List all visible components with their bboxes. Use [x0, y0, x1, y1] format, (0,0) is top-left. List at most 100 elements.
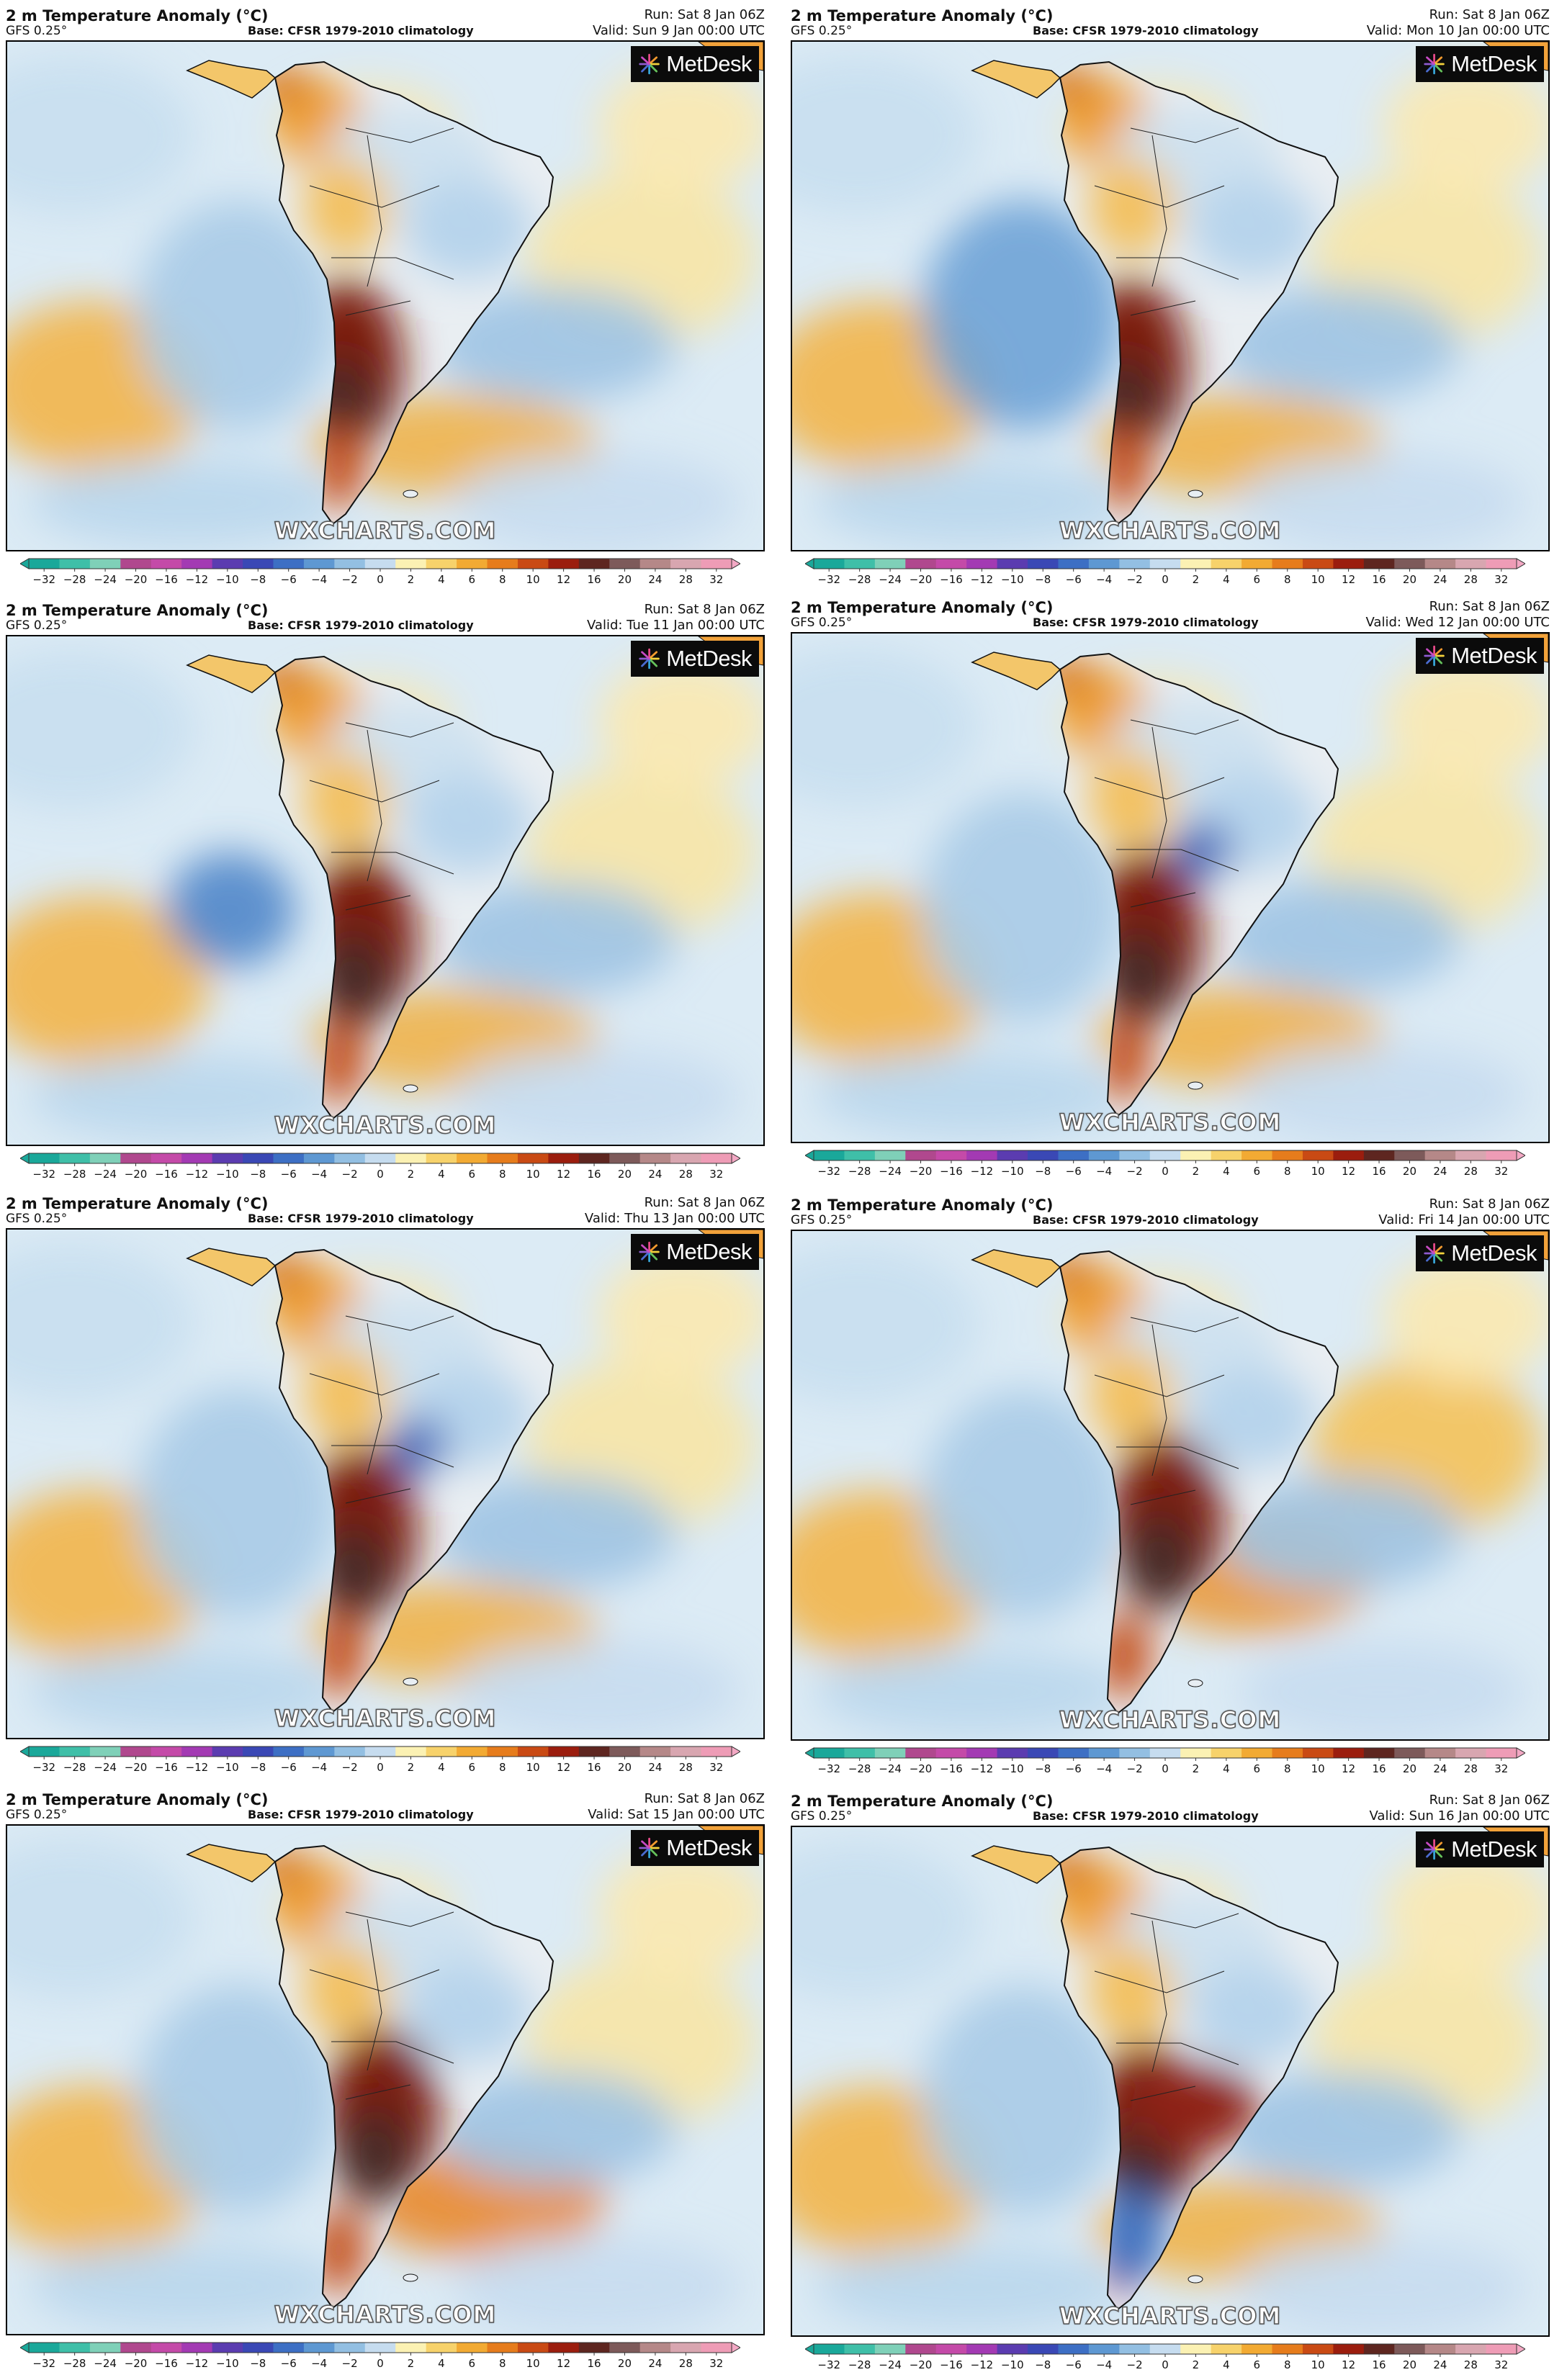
south-america-coastline: [1059, 1846, 1339, 2311]
valid-time-label: Valid: Sun 16 Jan 00:00 UTC: [1369, 1808, 1550, 1824]
country-border: [331, 1445, 454, 1468]
colorbar-tick-label: 24: [1433, 573, 1447, 586]
metdesk-logo-text: MetDesk: [666, 646, 752, 671]
colorbar-tick-label: 10: [526, 1168, 540, 1181]
valid-time-label: Valid: Tue 11 Jan 00:00 UTC: [587, 618, 765, 633]
ocean-anomaly-field: [7, 651, 763, 1145]
run-label: Run: Sat 8 Jan 06Z: [644, 7, 765, 22]
anomaly-map[interactable]: MetDesk WXCHARTS.COM: [6, 40, 765, 551]
colorbar-tick-label: 28: [679, 1761, 693, 1774]
colorbar-swatch: [151, 1746, 182, 1757]
ocean-anomaly-patch: [792, 1842, 979, 2000]
model-label: GFS 0.25°: [791, 1213, 853, 1227]
anomaly-map[interactable]: MetDesk WXCHARTS.COM: [6, 1228, 765, 1739]
anomaly-map[interactable]: MetDesk WXCHARTS.COM: [6, 1824, 765, 2335]
colorbar-arrow-right: [1516, 558, 1525, 569]
ocean-anomaly-patch: [1239, 1044, 1527, 1142]
colorbar-tick-label: −8: [250, 573, 266, 586]
colorbar-tick-label: 10: [1311, 573, 1325, 586]
colorbar-swatch: [1119, 1748, 1151, 1758]
colorbar-tick-label: −12: [186, 2357, 209, 2370]
wxcharts-watermark: WXCHARTS.COM: [274, 1111, 497, 1140]
colorbar-swatch: [548, 1746, 580, 1757]
colorbar-swatch: [1363, 559, 1395, 569]
central-america-coastline: [186, 654, 277, 693]
colorbar-tick-label: 8: [1284, 1165, 1291, 1178]
colorbar-swatch: [844, 1748, 876, 1758]
colorbar-swatch: [578, 1746, 610, 1757]
panel-title: 2 m Temperature Anomaly (°C): [791, 1793, 1054, 1810]
anomaly-map[interactable]: MetDesk WXCHARTS.COM: [791, 632, 1550, 1143]
colorbar-tick-label: −6: [281, 1168, 297, 1181]
anomaly-map[interactable]: MetDesk WXCHARTS.COM: [791, 40, 1550, 551]
colorbar-swatch: [212, 1153, 243, 1163]
colorbar-swatch: [273, 2343, 305, 2353]
colorbar-swatch: [1088, 2344, 1120, 2354]
ocean-anomaly-patch: [814, 1051, 1131, 1137]
anomaly-map[interactable]: MetDesk WXCHARTS.COM: [791, 1230, 1550, 1741]
metdesk-starburst-icon: [639, 648, 660, 670]
south-america-coastline: [274, 1248, 554, 1713]
central-america-coastline: [186, 60, 277, 99]
climatology-base-label: Base: CFSR 1979-2010 climatology: [1033, 24, 1259, 37]
colorbar-swatch: [364, 559, 396, 569]
colorbar-swatch: [334, 1153, 366, 1163]
colorbar-swatch: [609, 2343, 641, 2353]
ocean-anomaly-patch: [814, 1649, 1131, 1735]
colorbar-tick-label: 8: [1284, 573, 1291, 586]
land-blobs: [275, 1847, 533, 2294]
central-america-coastline: [971, 1249, 1061, 1288]
country-border: [331, 852, 454, 875]
colorbar-arrow-right: [731, 1153, 740, 1164]
colorbar-tick-label: −4: [1096, 2358, 1112, 2371]
metdesk-logo: MetDesk: [1416, 46, 1544, 82]
country-border: [1130, 892, 1196, 908]
model-label: GFS 0.25°: [791, 616, 853, 630]
colorbar-graphic: −32 −28 −24 −20 −16 −12 −10 −8 −6 −4 −2 0 2 4 6 8 10 12 16…: [20, 558, 740, 586]
colorbar-tick-label: 16: [1372, 1165, 1386, 1178]
colorbar-swatch: [1058, 559, 1090, 569]
land-anomaly-patch: [302, 1941, 389, 2042]
run-label: Run: Sat 8 Jan 06Z: [1429, 7, 1550, 22]
colorbar-tick-label: −2: [342, 573, 358, 586]
colorbar-swatch: [905, 1748, 937, 1758]
colorbar-tick-label: 24: [1433, 2358, 1447, 2371]
colorbar-tick-label: 2: [408, 1761, 415, 1774]
land-anomaly-patch: [302, 752, 389, 852]
colorbar-tick-label: −28: [63, 1761, 86, 1774]
colorbar-tick-label: 6: [1254, 1165, 1261, 1178]
colorbar-tick-label: 4: [438, 573, 445, 586]
anomaly-map[interactable]: MetDesk WXCHARTS.COM: [791, 1826, 1550, 2337]
colorbar-swatch: [1333, 1748, 1365, 1758]
country-border: [367, 1322, 382, 1475]
colorbar-swatch: [1058, 1150, 1090, 1160]
ocean-anomaly-patch: [7, 651, 194, 809]
colorbar-tick-label: −4: [1096, 1165, 1112, 1178]
run-label: Run: Sat 8 Jan 06Z: [1429, 1793, 1550, 1808]
country-border: [1151, 1324, 1167, 1477]
colorbar-tick-label: 4: [1223, 2358, 1230, 2371]
colorbar-swatch: [273, 559, 305, 569]
colorbar-swatch: [1242, 2344, 1273, 2354]
climatology-base-label: Base: CFSR 1979-2010 climatology: [1033, 1809, 1259, 1823]
colorbar-tick-label: −10: [216, 2357, 239, 2370]
colorbar-tick-label: −20: [910, 1762, 933, 1775]
colorbar-tick-label: 28: [679, 573, 693, 586]
colorbar-tick-label: −12: [186, 573, 209, 586]
colorbar-tick-label: 10: [526, 2357, 540, 2370]
ocean-anomaly-patch: [1239, 1641, 1527, 1739]
ocean-anomaly-patch: [432, 2070, 677, 2186]
colorbar-tick-label: −4: [311, 1761, 327, 1774]
central-america-coastline: [186, 1844, 277, 1883]
colorbar-swatch: [905, 2344, 937, 2354]
colorbar-swatch: [1363, 1748, 1395, 1758]
anomaly-map[interactable]: MetDesk WXCHARTS.COM: [6, 635, 765, 1146]
colorbar-tick-label: −10: [1001, 1762, 1024, 1775]
ocean-anomaly-patch: [29, 1054, 346, 1140]
land-anomaly-patch: [1060, 1253, 1102, 1296]
falkland-islands: [403, 1677, 418, 1686]
colorbar-tick-label: 20: [618, 2357, 632, 2370]
colorbar-swatch: [639, 559, 671, 569]
colorbar-tick-label: −28: [63, 573, 86, 586]
falkland-islands: [403, 490, 418, 498]
